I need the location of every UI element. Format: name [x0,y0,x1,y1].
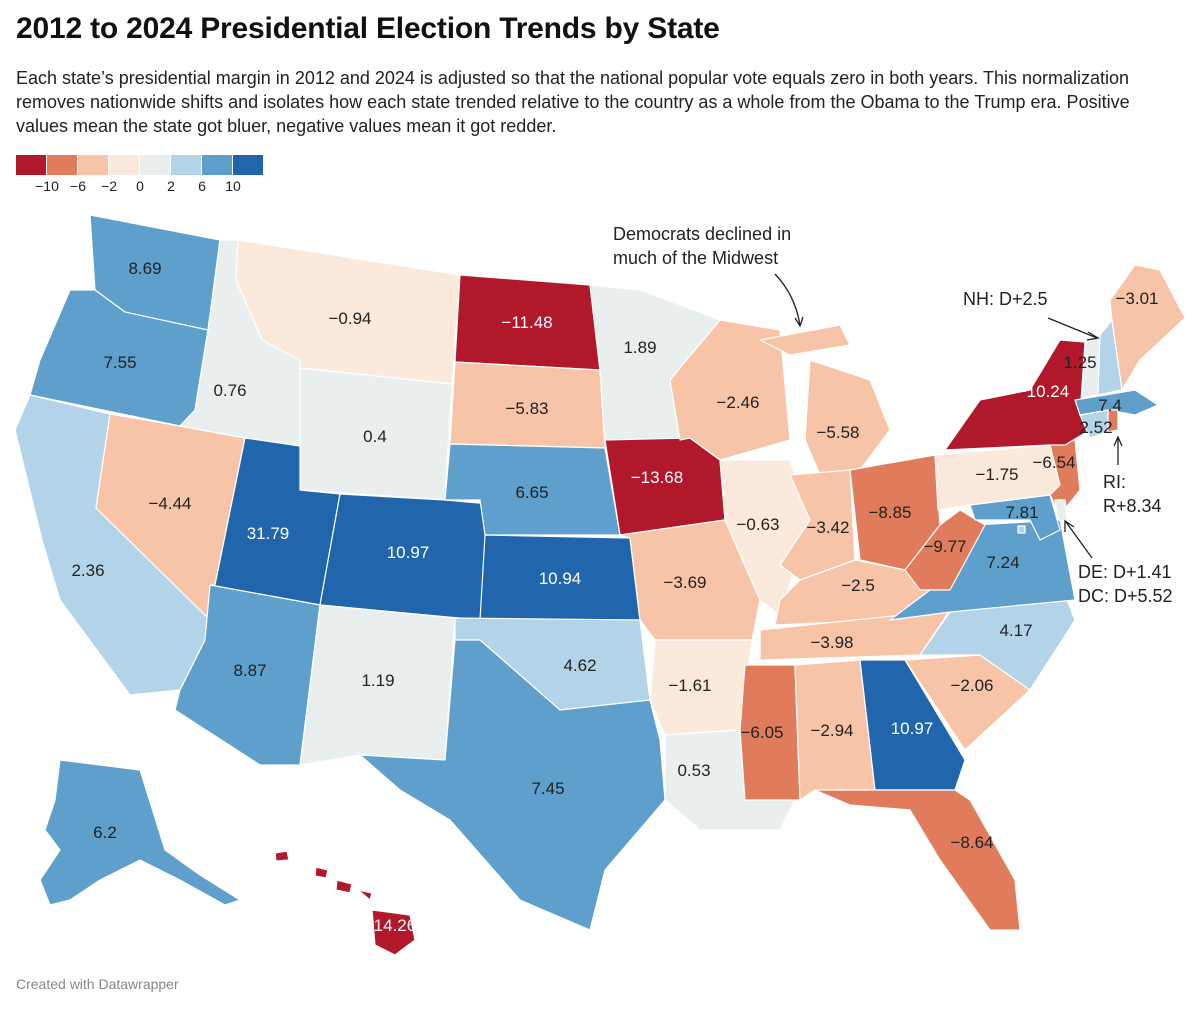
value-label-wa: 8.69 [128,259,161,278]
value-label-ut: 31.79 [247,524,290,543]
value-label-ny: −10.24 [1017,382,1069,401]
value-label-ga: 10.97 [891,719,934,738]
legend-swatch-4 [140,155,170,175]
state-hi [274,850,416,956]
value-label-sd: −5.83 [505,399,548,418]
value-label-ne: 6.65 [515,483,548,502]
value-label-va: 7.24 [986,553,1019,572]
state-dc [1017,525,1026,534]
value-label-mi: −5.58 [816,423,859,442]
value-label-wi: −2.46 [716,393,759,412]
state-wv [904,509,986,591]
legend-swatch-3 [109,155,139,175]
value-label-sc: −2.06 [950,676,993,695]
de-arrow [1065,521,1093,559]
value-label-pa: −1.75 [975,465,1018,484]
value-label-hi: −14.26 [364,916,416,935]
credit-line: Created with Datawrapper [16,976,179,992]
legend-swatch-2 [78,155,108,175]
value-label-il: −0.63 [736,515,779,534]
value-label-la: 0.53 [677,761,710,780]
legend-swatches [16,155,266,175]
value-label-ky: −2.5 [841,576,875,595]
nh-arrow [1047,317,1098,339]
value-label-ak: 6.2 [93,823,117,842]
state-ak [39,759,241,906]
ri-annotation-line2: R+8.34 [1103,496,1162,516]
value-label-ms: −6.05 [740,723,783,742]
midwest-annotation-line1: Democrats declined in [613,224,791,244]
midwest-arrow [774,273,801,326]
value-label-mn: 1.89 [623,338,656,357]
midwest-arrowhead [794,316,804,328]
nh-annotation: NH: D+2.5 [963,289,1048,309]
value-label-in: −3.42 [806,518,849,537]
legend-tick: −10 [35,178,59,194]
value-label-nc: 4.17 [999,621,1032,640]
ri-annotation-line1: RI: [1103,472,1126,492]
state-wi [669,319,791,461]
legend-tick: 2 [167,178,175,194]
page-title: 2012 to 2024 Presidential Election Trend… [16,12,720,45]
value-label-md: 7.81 [1005,503,1038,522]
nh-arrowhead [1086,331,1100,341]
value-label-oh: −8.85 [868,503,911,522]
legend-tick: 6 [198,178,206,194]
value-label-ks: 10.94 [539,569,582,588]
value-label-wy: 0.4 [363,427,387,446]
value-label-ca: 2.36 [71,561,104,580]
state-ma [1074,389,1159,416]
state-tx [359,639,666,931]
state-fl [814,789,1021,931]
midwest-annotation-line2: much of the Midwest [613,248,778,268]
value-label-wv: −9.77 [923,537,966,556]
value-label-id: 0.76 [213,381,246,400]
annotations-layer: Democrats declined in much of the Midwes… [613,224,1173,606]
value-label-fl: −8.64 [950,833,993,852]
value-label-co: 10.97 [387,543,430,562]
legend-swatch-7 [233,155,263,175]
value-label-mt: −0.94 [328,309,371,328]
legend-swatch-6 [202,155,232,175]
legend-tick: −2 [101,178,117,194]
legend-tick: 0 [136,178,144,194]
de-annotation: DE: D+1.41 [1078,562,1172,582]
value-label-mo: −3.69 [663,573,706,592]
legend-tick: 10 [225,178,241,194]
value-label-tx: 7.45 [531,779,564,798]
value-label-nm: 1.19 [361,671,394,690]
value-label-nv: −4.44 [148,494,191,513]
subtitle: Each state’s presidential margin in 2012… [16,68,1130,136]
state-ri [1107,409,1119,433]
value-label-ok: 4.62 [563,656,596,675]
value-labels-layer: 8.69 7.55 2.36 −4.44 0.76 −0.94 0.4 31.79 10.97 8… [71,259,1158,935]
legend-swatch-0 [16,155,46,175]
state-me [1109,264,1186,391]
legend-swatch-1 [47,155,77,175]
state-ms [739,664,801,801]
dc-annotation: DC: D+5.52 [1078,586,1173,606]
value-label-ia: −13.68 [631,468,683,487]
legend-swatch-5 [171,155,201,175]
value-label-ar: −1.61 [668,676,711,695]
value-label-vt: 1.25 [1063,353,1096,372]
value-label-tn: −3.98 [810,633,853,652]
state-de [1054,499,1069,523]
value-label-me: −3.01 [1115,289,1158,308]
value-label-ct: 2.52 [1079,418,1112,437]
states-layer [14,214,1186,956]
value-label-ma: 7.4 [1098,396,1122,415]
de-arrowhead [1064,519,1075,532]
value-label-al: −2.94 [810,721,853,740]
legend-tick: −6 [70,178,86,194]
value-label-nd: −11.48 [501,313,552,332]
color-legend: −10 −6 −2 0 2 6 10 [16,155,266,195]
value-label-az: 8.87 [233,661,266,680]
ri-arrowhead [1113,435,1123,447]
value-label-or: 7.55 [103,353,136,372]
value-label-nj: −6.54 [1032,453,1075,472]
